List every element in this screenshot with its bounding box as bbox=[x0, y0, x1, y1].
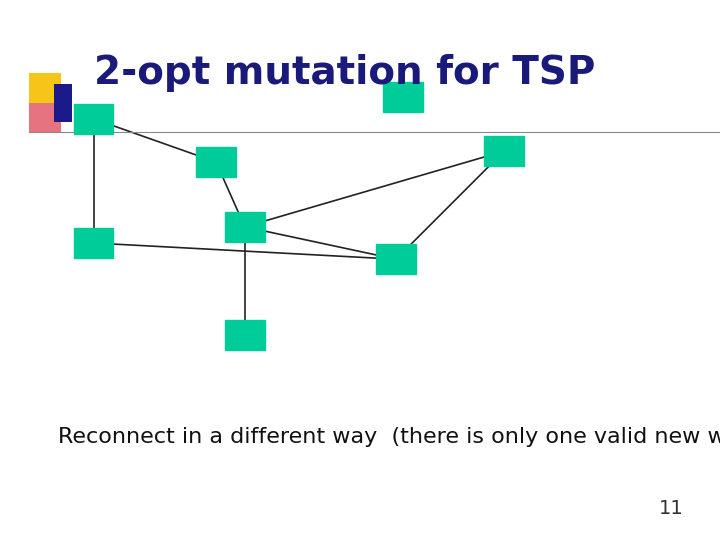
Text: 2-opt mutation for TSP: 2-opt mutation for TSP bbox=[94, 54, 595, 92]
FancyBboxPatch shape bbox=[74, 228, 114, 258]
Text: 11: 11 bbox=[660, 500, 684, 518]
FancyBboxPatch shape bbox=[484, 136, 524, 166]
FancyBboxPatch shape bbox=[54, 84, 72, 122]
FancyBboxPatch shape bbox=[29, 73, 61, 103]
FancyBboxPatch shape bbox=[377, 244, 416, 274]
FancyBboxPatch shape bbox=[384, 82, 423, 112]
FancyBboxPatch shape bbox=[225, 212, 265, 241]
FancyBboxPatch shape bbox=[225, 320, 265, 350]
FancyBboxPatch shape bbox=[29, 103, 61, 132]
Text: Reconnect in a different way  (there is only one valid new way): Reconnect in a different way (there is o… bbox=[58, 427, 720, 448]
FancyBboxPatch shape bbox=[74, 104, 114, 133]
FancyBboxPatch shape bbox=[196, 147, 236, 177]
